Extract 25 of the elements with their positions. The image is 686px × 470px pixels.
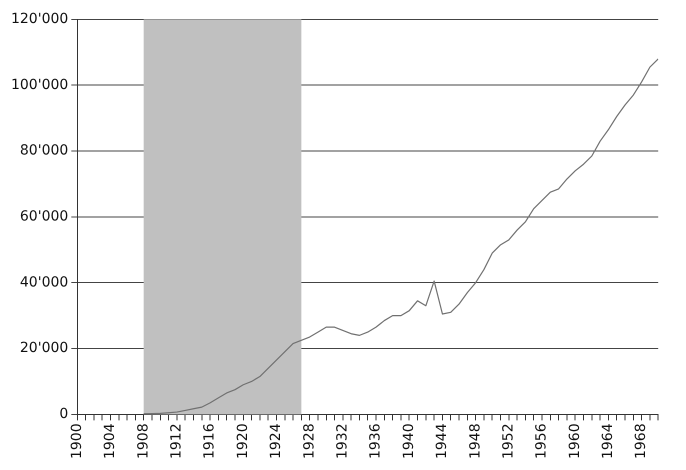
- x-tick-label: 1944: [434, 423, 450, 460]
- x-tick-label: 1916: [202, 423, 218, 460]
- x-tick-label: 1924: [268, 423, 284, 460]
- x-tick-label: 1956: [534, 423, 550, 460]
- x-tick-label: 1940: [400, 423, 417, 460]
- x-tick-label: 1912: [168, 423, 185, 460]
- y-tick-label: 100'000: [10, 76, 68, 93]
- y-tick-label: 60'000: [20, 208, 68, 225]
- x-tick-label: 1908: [135, 423, 152, 460]
- x-tick-label: 1948: [467, 423, 484, 460]
- x-tick-label: 1928: [301, 423, 318, 460]
- x-tick-label: 1920: [234, 423, 251, 460]
- x-tick-label: 1960: [566, 423, 583, 460]
- y-tick-label: 80'000: [20, 142, 68, 159]
- y-tick-label: 120'000: [10, 11, 68, 28]
- x-tick-label: 1904: [102, 423, 118, 460]
- x-tick-label: 1936: [368, 423, 384, 460]
- x-tick-label: 1932: [334, 423, 350, 460]
- x-tick-label: 1900: [68, 423, 85, 460]
- y-tick-label: 0: [59, 406, 68, 422]
- x-tick-label: 1964: [600, 423, 616, 460]
- x-tick-label: 1952: [500, 423, 516, 460]
- x-tick-label: 1968: [633, 423, 650, 460]
- y-tick-label: 20'000: [20, 340, 68, 356]
- y-tick-label: 40'000: [20, 274, 68, 290]
